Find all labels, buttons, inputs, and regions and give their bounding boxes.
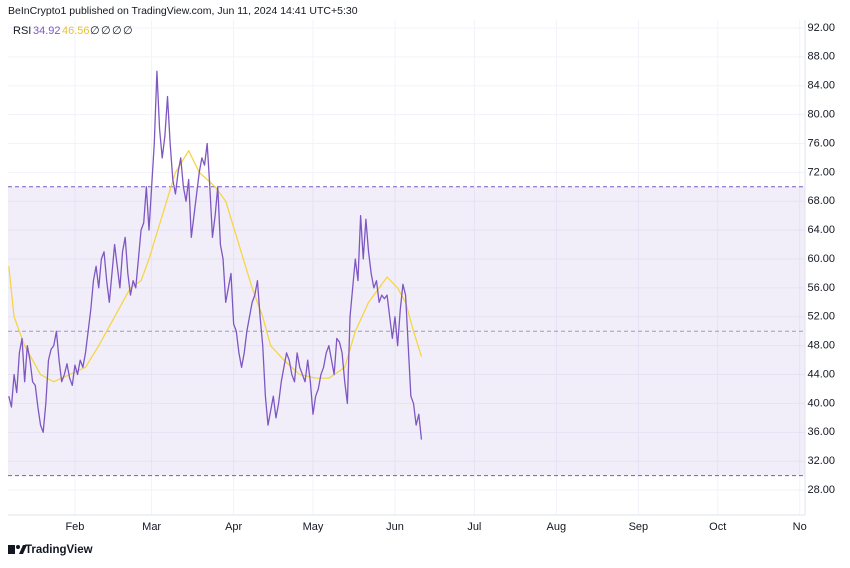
y-tick-label: 48.00 — [807, 340, 835, 352]
y-tick-label: 88.00 — [807, 51, 835, 63]
y-tick-label: 32.00 — [807, 455, 835, 467]
y-tick-label: 40.00 — [807, 397, 835, 409]
legend-placeholder: ∅ — [123, 25, 133, 37]
y-tick-label: 72.00 — [807, 166, 835, 178]
x-tick-label: Mar — [142, 521, 161, 533]
x-tick-label: Oct — [709, 521, 726, 533]
logo-part — [19, 545, 27, 554]
footer-logo: TradingView — [8, 544, 93, 556]
y-tick-label: 56.00 — [807, 282, 835, 294]
y-tick-label: 44.00 — [807, 368, 835, 380]
legend-placeholder: ∅ — [101, 25, 111, 37]
x-tick-label: Sep — [629, 521, 649, 533]
y-tick-label: 92.00 — [807, 22, 835, 34]
y-tick-label: 52.00 — [807, 311, 835, 323]
legend-placeholder: ∅ — [90, 25, 100, 37]
y-tick-label: 80.00 — [807, 109, 835, 121]
line-series — [8, 150, 423, 383]
y-tick-label: 76.00 — [807, 137, 835, 149]
y-tick-label: 64.00 — [807, 224, 835, 236]
x-tick-label: Aug — [547, 521, 567, 533]
y-tick-label: 84.00 — [807, 80, 835, 92]
line-series — [8, 70, 423, 440]
y-tick-label: 36.00 — [807, 426, 835, 438]
y-tick-label: 60.00 — [807, 253, 835, 265]
footer: TradingView — [25, 544, 93, 556]
legend: RSI 34.92 46.56 ∅ ∅ ∅ ∅ — [13, 25, 133, 37]
plot — [8, 20, 805, 515]
x-tick-label: Jun — [386, 521, 404, 533]
x-tick-label: Apr — [225, 521, 242, 533]
legend-value: 34.92 — [33, 25, 61, 37]
header: BeInCrypto1 published on TradingView.com… — [8, 5, 358, 17]
legend-value: 46.56 — [62, 25, 90, 37]
x-tick-label: Feb — [65, 521, 84, 533]
legend-placeholder: ∅ — [112, 25, 122, 37]
y-tick-label: 68.00 — [807, 195, 835, 207]
legend-label: RSI — [13, 25, 31, 37]
x-tick-label: May — [303, 521, 324, 533]
y-tick-label: 28.00 — [807, 484, 835, 496]
logo-part — [16, 545, 20, 549]
logo-part — [8, 545, 15, 554]
x-tick-label: Jul — [467, 521, 481, 533]
x-tick-label: No — [793, 521, 807, 533]
